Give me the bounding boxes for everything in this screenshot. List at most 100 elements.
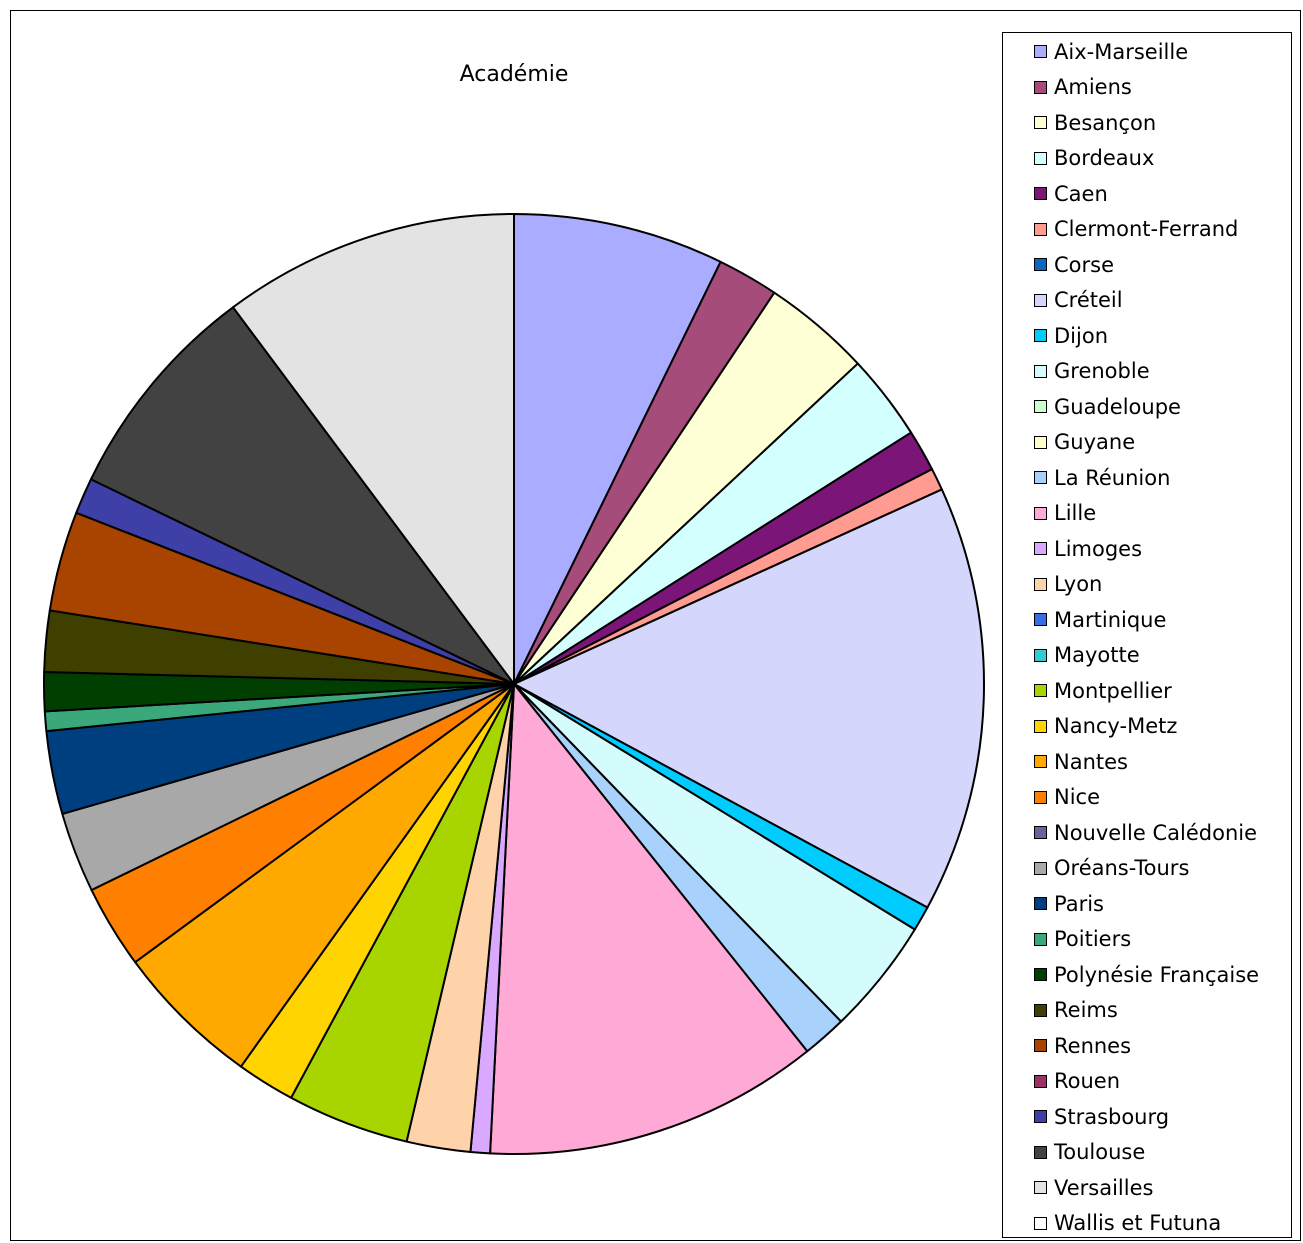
pie-slice-7 [513,488,985,909]
legend-swatch [1034,932,1047,946]
legend-item: Bordeaux [1003,141,1291,177]
legend-item: Wallis et Futuna [1003,1206,1291,1242]
legend-label: Corse [1054,252,1115,277]
legend: Aix-Marseille Amiens Besançon Bordeaux Caen C… [1002,32,1292,1238]
pie-slice-32 [231,213,515,685]
pie-slice-31 [89,306,515,685]
legend-swatch [1034,151,1047,165]
legend-item: Nancy-Metz [1003,709,1291,745]
legend-item: Mayotte [1003,638,1291,674]
legend-label: Mayotte [1054,643,1140,668]
pie-slice-20 [134,683,515,1068]
legend-label: Reims [1054,998,1118,1023]
legend-label: Amiens [1054,75,1132,100]
legend-item: Versailles [1003,1170,1291,1206]
legend-item: Lyon [1003,567,1291,603]
legend-item: Montpellier [1003,673,1291,709]
legend-item: Nice [1003,780,1291,816]
legend-swatch [1034,577,1047,591]
legend-swatch [1034,222,1047,236]
legend-item: Lille [1003,496,1291,532]
legend-item: Corse [1003,247,1291,283]
legend-label: Oréans-Tours [1054,856,1190,881]
legend-swatch [1034,187,1047,201]
legend-swatch [1034,968,1047,982]
legend-label: Bordeaux [1054,146,1155,171]
legend-label: Poitiers [1054,927,1132,952]
legend-swatch [1034,116,1047,130]
legend-label: Guyane [1054,430,1136,455]
legend-label: Grenoble [1054,359,1150,384]
legend-label: Dijon [1054,323,1108,348]
legend-swatch [1034,1216,1047,1230]
legend-swatch [1034,1074,1047,1088]
legend-swatch [1034,861,1047,875]
legend-item: Martinique [1003,602,1291,638]
legend-swatch [1034,648,1047,662]
legend-swatch [1034,1039,1047,1053]
legend-swatch [1034,45,1047,59]
legend-swatch [1034,329,1047,343]
legend-item: Aix-Marseille [1003,34,1291,70]
legend-label: Strasbourg [1054,1104,1170,1129]
legend-swatch [1034,471,1047,485]
legend-item: Nantes [1003,744,1291,780]
legend-label: Paris [1054,891,1104,916]
legend-swatch [1034,1110,1047,1124]
legend-label: Limoges [1054,536,1143,561]
legend-item: Polynésie Française [1003,957,1291,993]
legend-item: Guadeloupe [1003,389,1291,425]
legend-swatch [1034,897,1047,911]
legend-label: Besançon [1054,110,1157,135]
legend-label: Nantes [1054,749,1128,774]
legend-swatch [1034,435,1047,449]
legend-item: La Réunion [1003,460,1291,496]
legend-label: Nancy-Metz [1054,714,1178,739]
legend-label: Rennes [1054,1033,1132,1058]
legend-label: Clermont-Ferrand [1054,217,1239,242]
legend-item: Guyane [1003,425,1291,461]
legend-item: Caen [1003,176,1291,212]
legend-swatch [1034,1181,1047,1195]
legend-label: Créteil [1054,288,1123,313]
legend-label: Lille [1054,501,1097,526]
legend-label: Rouen [1054,1069,1121,1094]
legend-item: Reims [1003,993,1291,1029]
legend-label: Wallis et Futuna [1054,1211,1222,1236]
legend-list: Aix-Marseille Amiens Besançon Bordeaux Caen C… [1003,33,1291,1241]
legend-swatch [1034,293,1047,307]
legend-label: Martinique [1054,607,1167,632]
legend-item: Créteil [1003,283,1291,319]
legend-swatch [1034,364,1047,378]
legend-item: Strasbourg [1003,1099,1291,1135]
legend-swatch [1034,1003,1047,1017]
legend-swatch [1034,826,1047,840]
legend-swatch [1034,258,1047,272]
legend-item: Poitiers [1003,922,1291,958]
legend-swatch [1034,755,1047,769]
legend-label: Guadeloupe [1054,394,1181,419]
legend-item: Paris [1003,886,1291,922]
legend-item: Nouvelle Calédonie [1003,815,1291,851]
legend-item: Clermont-Ferrand [1003,212,1291,248]
legend-label: Lyon [1054,572,1103,597]
legend-label: Polynésie Française [1054,962,1260,987]
legend-label: Nouvelle Calédonie [1054,820,1258,845]
legend-label: La Réunion [1054,465,1171,490]
legend-item: Toulouse [1003,1135,1291,1171]
legend-item: Besançon [1003,105,1291,141]
legend-label: Montpellier [1054,678,1172,703]
legend-swatch [1034,684,1047,698]
legend-label: Nice [1054,785,1101,810]
legend-item: Oréans-Tours [1003,851,1291,887]
legend-item: Limoges [1003,531,1291,567]
legend-item: Amiens [1003,70,1291,106]
legend-item: Dijon [1003,318,1291,354]
legend-label: Aix-Marseille [1054,39,1189,64]
legend-swatch [1034,1145,1047,1159]
pie-slice-13 [489,683,809,1155]
legend-swatch [1034,400,1047,414]
legend-label: Caen [1054,181,1108,206]
legend-swatch [1034,613,1047,627]
